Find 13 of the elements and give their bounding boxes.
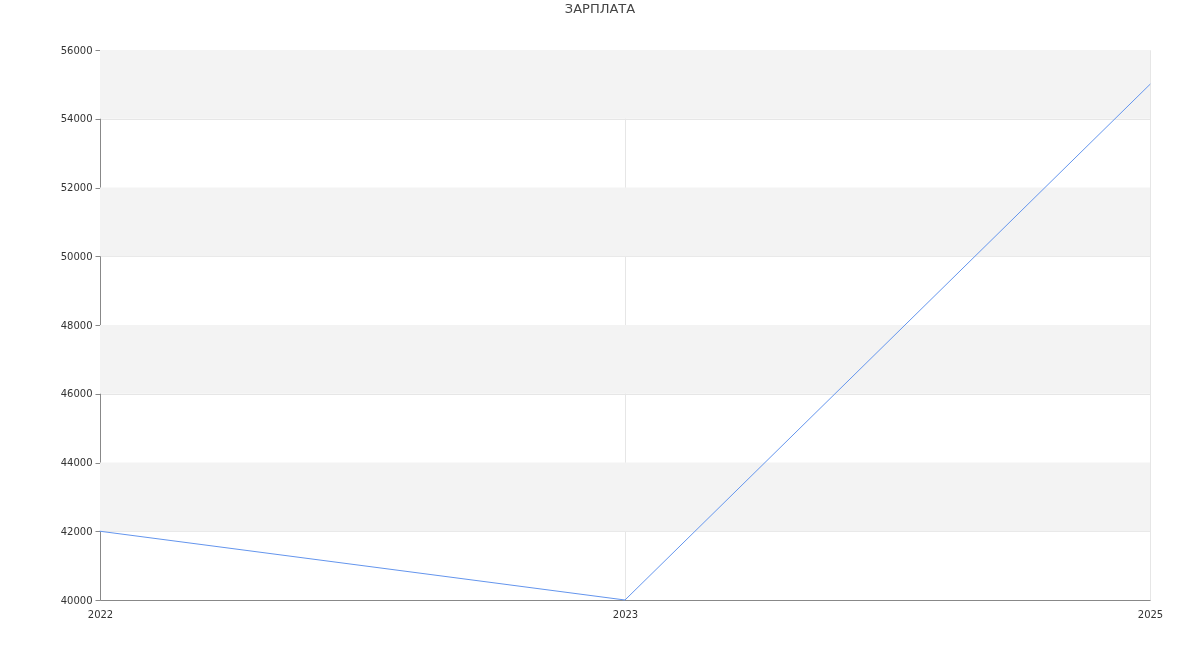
x-tick-label: 2025 xyxy=(1137,608,1164,620)
x-tick-label: 2022 xyxy=(87,608,114,620)
y-tick-label: 46000 xyxy=(60,388,93,400)
y-tick-label: 54000 xyxy=(60,113,93,125)
y-tick-label: 52000 xyxy=(60,182,93,193)
x-tick-label: 2023 xyxy=(612,608,639,620)
y-tick-label: 50000 xyxy=(60,250,93,262)
y-tick-label: 44000 xyxy=(60,457,93,468)
chart-title: ЗАРПЛАТА xyxy=(564,1,636,16)
y-tick-label: 48000 xyxy=(60,319,93,331)
y-tick-label: 56000 xyxy=(60,44,93,56)
y-tick-label: 40000 xyxy=(60,594,93,606)
y-tick-label: 42000 xyxy=(60,525,93,537)
